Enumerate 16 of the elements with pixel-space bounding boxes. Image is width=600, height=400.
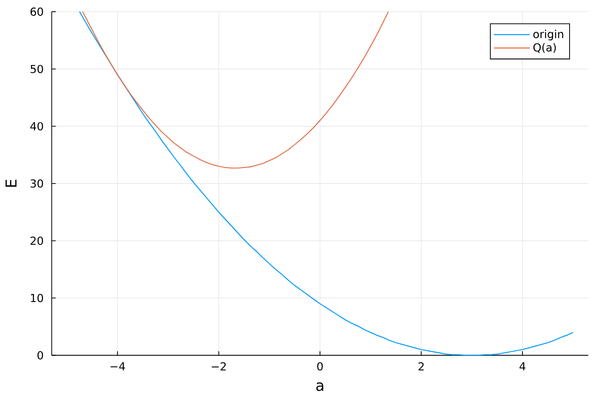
y-tick-label: 40 <box>30 122 44 130</box>
legend-label: Q(a) <box>533 43 556 53</box>
x-tick-label: 4 <box>520 362 526 370</box>
x-axis-title: a <box>316 382 324 392</box>
y-tick-label: 10 <box>30 294 44 302</box>
y-axis-title: E <box>6 180 16 187</box>
x-tick-label: −4 <box>110 362 126 370</box>
legend-label: origin <box>533 30 564 40</box>
y-tick-label: 50 <box>30 64 44 74</box>
y-tick-label: 60 <box>30 8 44 16</box>
y-tick-label: 0 <box>37 351 44 360</box>
y-tick-label: 30 <box>30 179 44 188</box>
x-tick-label: −2 <box>212 362 226 370</box>
y-tick-label: 20 <box>30 236 44 245</box>
x-tick-label: 0 <box>317 362 323 371</box>
x-tick-label: 2 <box>418 362 424 370</box>
